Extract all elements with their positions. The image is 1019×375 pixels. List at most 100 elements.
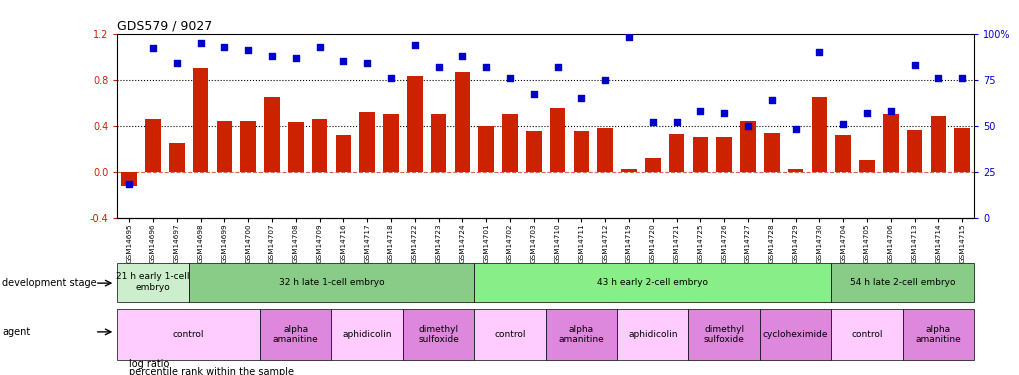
Point <box>596 77 612 83</box>
Text: GDS579 / 9027: GDS579 / 9027 <box>117 20 212 33</box>
Text: alpha
amanitine: alpha amanitine <box>558 325 603 344</box>
Text: log ratio: log ratio <box>128 359 169 369</box>
Bar <box>545 309 616 360</box>
Text: control: control <box>494 330 525 339</box>
Bar <box>240 121 256 172</box>
Point <box>621 34 637 40</box>
Bar <box>145 119 161 172</box>
Text: dimethyl
sulfoxide: dimethyl sulfoxide <box>703 325 744 344</box>
Bar <box>740 121 755 172</box>
Bar <box>117 309 260 360</box>
Bar <box>312 119 327 172</box>
Bar <box>644 158 660 172</box>
Point <box>881 108 898 114</box>
Text: agent: agent <box>2 327 31 337</box>
Bar <box>929 116 946 172</box>
Bar <box>787 169 803 172</box>
Bar <box>830 262 973 302</box>
Point <box>525 92 541 98</box>
Text: percentile rank within the sample: percentile rank within the sample <box>128 367 293 375</box>
Point <box>453 53 470 59</box>
Bar <box>882 114 898 172</box>
Bar <box>715 137 732 172</box>
Text: control: control <box>851 330 881 339</box>
Bar <box>906 130 921 172</box>
Bar <box>526 131 541 172</box>
Bar <box>169 143 184 172</box>
Bar <box>830 309 902 360</box>
Text: 32 h late 1-cell embryo: 32 h late 1-cell embryo <box>278 278 384 286</box>
Text: cycloheximide: cycloheximide <box>762 330 827 339</box>
Text: 21 h early 1-cell
embryо: 21 h early 1-cell embryо <box>116 273 190 292</box>
Point <box>787 126 803 132</box>
Bar <box>597 128 612 172</box>
Point <box>478 64 494 70</box>
Point <box>667 119 684 125</box>
Bar <box>383 114 398 172</box>
Point <box>216 44 232 50</box>
Point <box>359 60 375 66</box>
Point <box>287 55 304 61</box>
Text: aphidicolin: aphidicolin <box>628 330 677 339</box>
Point <box>739 123 755 129</box>
Bar <box>858 160 874 172</box>
Bar <box>454 72 470 172</box>
Bar <box>549 108 565 172</box>
Bar <box>501 114 518 172</box>
Point <box>858 110 874 116</box>
Text: alpha
amanitine: alpha amanitine <box>915 325 960 344</box>
Point <box>239 47 256 53</box>
Point <box>145 45 161 51</box>
Bar <box>331 309 403 360</box>
Point <box>549 64 566 70</box>
Point <box>407 42 423 48</box>
Point <box>193 40 209 46</box>
Bar <box>811 97 826 172</box>
Text: 54 h late 2-cell embryo: 54 h late 2-cell embryo <box>849 278 955 286</box>
Point <box>501 75 518 81</box>
Point <box>906 62 922 68</box>
Text: development stage: development stage <box>2 278 97 288</box>
Text: 43 h early 2-cell embryo: 43 h early 2-cell embryo <box>597 278 707 286</box>
Bar <box>407 76 422 172</box>
Point <box>573 95 589 101</box>
Bar <box>478 126 493 172</box>
Point <box>810 49 826 55</box>
Point <box>121 182 138 188</box>
Point <box>168 60 184 66</box>
Bar <box>759 309 830 360</box>
Bar <box>193 68 208 172</box>
Bar <box>902 309 973 360</box>
Bar <box>573 131 589 172</box>
Point <box>763 97 780 103</box>
Bar <box>621 169 636 172</box>
Point <box>311 44 327 50</box>
Bar <box>189 262 474 302</box>
Point <box>929 75 946 81</box>
Bar <box>668 134 684 172</box>
Bar <box>474 262 830 302</box>
Bar <box>474 309 545 360</box>
Bar <box>264 97 279 172</box>
Bar <box>835 135 850 172</box>
Point <box>264 53 280 59</box>
Text: aphidicolin: aphidicolin <box>342 330 391 339</box>
Point <box>382 75 398 81</box>
Point <box>715 110 732 116</box>
Text: dimethyl
sulfoxide: dimethyl sulfoxide <box>418 325 459 344</box>
Text: control: control <box>173 330 204 339</box>
Bar <box>121 172 137 186</box>
Bar <box>117 262 189 302</box>
Text: alpha
amanitine: alpha amanitine <box>273 325 318 344</box>
Bar <box>616 309 688 360</box>
Point <box>835 121 851 127</box>
Bar <box>335 135 351 172</box>
Point <box>335 58 352 64</box>
Bar <box>688 309 759 360</box>
Bar <box>216 121 232 172</box>
Point <box>430 64 446 70</box>
Bar <box>359 112 375 172</box>
Point <box>644 119 660 125</box>
Bar <box>692 137 707 172</box>
Bar <box>954 128 969 172</box>
